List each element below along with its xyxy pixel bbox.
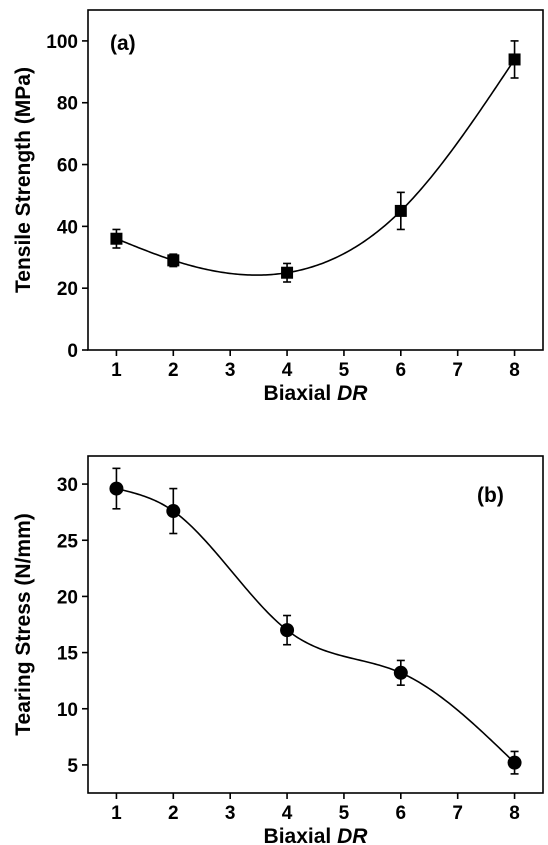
x-tick-label: 3 — [225, 360, 236, 381]
y-tick-label: 5 — [67, 756, 78, 777]
y-tick-label: 10 — [57, 700, 78, 721]
panel-b-tearing-stress: 1 2 3 4 5 6 7 8 5 10 15 20 25 30 Biaxial DR Tearing Str… — [12, 455, 544, 845]
data-point-circle — [166, 504, 181, 519]
x-tick-label: 5 — [339, 360, 350, 381]
y-tick-label: 80 — [57, 94, 78, 115]
y-tick-label: 25 — [57, 531, 79, 552]
x-axis-label: Biaxial DR — [264, 382, 369, 405]
y-tick-label: 20 — [57, 587, 78, 608]
x-tick-label: 6 — [396, 803, 407, 824]
x-axis-label-italic: DR — [337, 825, 368, 845]
x-tick-label: 8 — [509, 803, 520, 824]
y-tick-label: 30 — [57, 475, 78, 496]
y-tick-label: 40 — [57, 217, 78, 238]
x-tick-label: 3 — [225, 803, 236, 824]
y-tick-label: 20 — [57, 279, 78, 300]
data-point-circle — [280, 623, 295, 638]
x-tick-label: 8 — [509, 360, 520, 381]
data-point-circle — [507, 755, 522, 770]
y-axis-label: Tearing Stress (N/mm) — [12, 513, 35, 736]
x-tick-label: 4 — [282, 360, 293, 381]
x-tick-label: 4 — [282, 803, 293, 824]
panel-label: (a) — [110, 32, 136, 55]
y-tick-label: 0 — [67, 341, 78, 362]
data-point-circle — [109, 481, 124, 496]
x-tick-label: 6 — [396, 360, 407, 381]
x-tick-label: 7 — [452, 803, 463, 824]
x-tick-label: 2 — [168, 360, 179, 381]
x-axis-label: Biaxial DR — [264, 825, 369, 845]
data-point-square — [110, 232, 123, 245]
x-axis-label-italic: DR — [337, 382, 368, 405]
y-tick-label: 15 — [57, 644, 79, 665]
x-tick-label: 1 — [111, 360, 122, 381]
x-axis-label-text: Biaxial — [264, 825, 338, 845]
fit-curve — [116, 487, 516, 764]
y-axis-label: Tensile Strength (MPa) — [12, 67, 35, 293]
data-point-square — [167, 254, 180, 267]
x-tick-label: 5 — [339, 803, 350, 824]
data-point-circle — [393, 665, 408, 680]
y-tick-label: 60 — [57, 156, 78, 177]
plot-frame — [87, 9, 544, 351]
panel-label: (b) — [477, 484, 504, 507]
data-point-square — [394, 204, 407, 217]
x-tick-label: 2 — [168, 803, 179, 824]
x-axis-label-text: Biaxial — [264, 382, 338, 405]
data-point-square — [281, 266, 294, 279]
plot-frame — [87, 455, 544, 794]
fit-curve — [116, 59, 516, 276]
x-tick-label: 1 — [111, 803, 122, 824]
data-point-square — [508, 53, 521, 66]
x-tick-label: 7 — [452, 360, 463, 381]
y-tick-label: 100 — [46, 32, 78, 53]
